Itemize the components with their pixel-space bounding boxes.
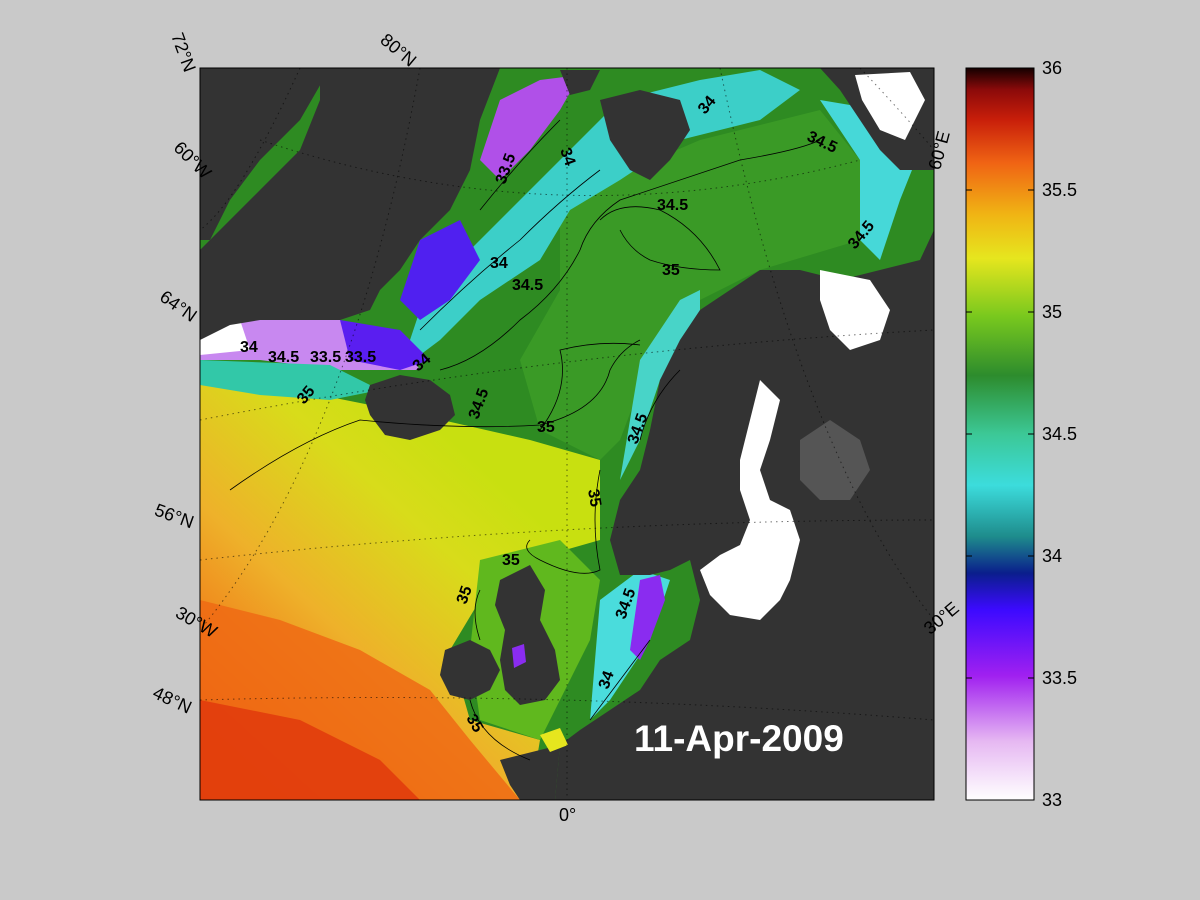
- contour-35-c: [526, 469, 601, 574]
- greenland-land: [200, 68, 500, 340]
- contour-label: 35: [502, 552, 520, 569]
- contour-35-f: [474, 589, 481, 641]
- contour-label: 35: [662, 262, 680, 279]
- arctic-ice: [855, 72, 925, 140]
- france-land: [500, 745, 560, 800]
- contour-label: 35: [463, 712, 487, 736]
- fram-strait-fresh-water: [480, 75, 580, 180]
- iceland-north-water: [200, 360, 380, 400]
- contour-label: 34: [240, 339, 258, 356]
- ireland-land: [440, 640, 500, 700]
- graticule-line-72n: [259, 139, 861, 197]
- colorbar-tick-label: 36: [1042, 58, 1063, 78]
- contour-35-a: [229, 339, 641, 491]
- contour-34-a: [419, 169, 601, 331]
- contour-label: 35: [454, 584, 476, 607]
- contour-label: 34.5: [268, 349, 299, 366]
- colorbar-tick-label: 35.5: [1042, 180, 1078, 200]
- contour-34-5-a: [439, 139, 821, 371]
- graticule-line-60e: [859, 68, 934, 151]
- svalbard-north-land: [560, 70, 600, 95]
- date-label: 11-Apr-2009: [634, 718, 844, 759]
- colorbar-ticks: [966, 67, 1034, 801]
- contour-label: 34.5: [512, 277, 543, 294]
- irish-sea-fresh: [512, 644, 526, 668]
- graticule: [200, 68, 934, 800]
- contour-34-b: [589, 639, 651, 721]
- contour-35-d: [599, 206, 721, 271]
- contour-label: 34: [490, 255, 508, 272]
- scandinavia-europe-land: [555, 230, 934, 800]
- contours: [229, 119, 821, 761]
- contour-label-group: 34 33.5 34 34.5 34 34.5 35 34 34.5 35 34…: [240, 93, 878, 736]
- channel-water: [540, 728, 568, 752]
- map-area: 34 33.5 34 34.5 34 34.5 35 34 34.5 35 34…: [200, 68, 934, 800]
- contour-label: 34.5: [657, 197, 688, 214]
- contour-label: 34: [556, 146, 578, 169]
- contour-label: 33.5: [310, 349, 341, 366]
- svalbard-land: [600, 90, 690, 180]
- contour-34-5-b: [639, 369, 681, 441]
- iceland-land: [365, 375, 455, 440]
- contour-label: 34: [596, 669, 618, 692]
- lon-label-0: 0°: [559, 805, 577, 825]
- denmark-strait-purple: [340, 320, 430, 370]
- greenland-coast-fresh-water: [400, 220, 480, 320]
- contour-35-e: [469, 699, 531, 761]
- nordic-seas-water: [520, 110, 860, 460]
- contour-label: 35: [584, 488, 604, 509]
- colorbar: [965, 67, 1035, 801]
- graticule-line-30w: [200, 68, 421, 631]
- great-britain-land: [495, 565, 560, 705]
- contour-label: 33.5: [345, 349, 376, 366]
- colorbar-tick-label: 33.5: [1042, 668, 1078, 688]
- map-frame: [199, 67, 935, 801]
- norwegian-coastal-current: [620, 290, 700, 480]
- colorbar-tick-label: 33: [1042, 790, 1063, 810]
- graticule-line-30e: [719, 68, 934, 621]
- baltic-sea: [700, 380, 800, 620]
- finland-lakes: [800, 420, 870, 500]
- contour-35-b: [539, 342, 641, 431]
- graticule-line-48n: [200, 697, 934, 721]
- contour-label: 35: [537, 419, 555, 436]
- colorbar-tick-label: 34: [1042, 546, 1063, 566]
- white-sea: [820, 270, 890, 350]
- colorbar-tick-label: 35: [1042, 302, 1063, 322]
- atlantic-hot-water: [200, 700, 420, 800]
- graticule-line-64n: [200, 329, 934, 421]
- colorbar-tick-label: 34.5: [1042, 424, 1078, 444]
- kattegat-fresh: [630, 575, 665, 660]
- contour-33-5-a: [479, 119, 561, 211]
- east-greenland-current: [400, 70, 800, 370]
